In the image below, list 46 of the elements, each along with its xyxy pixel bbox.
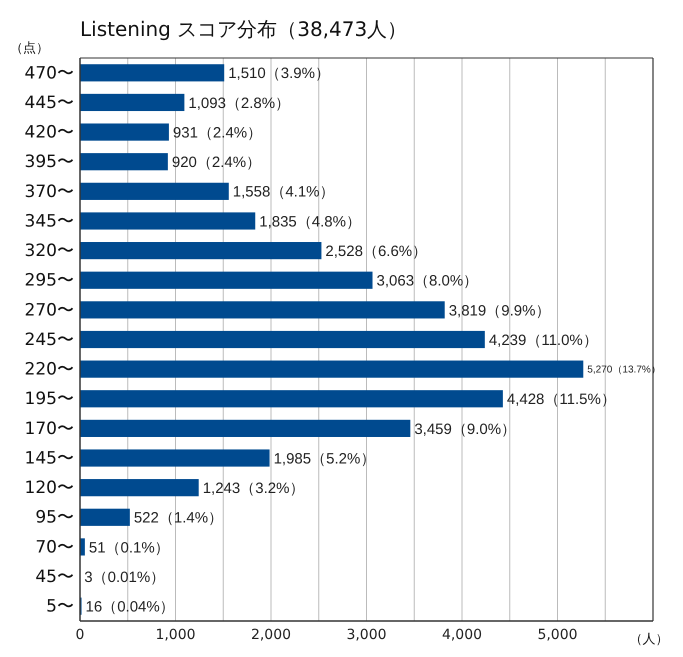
y-tick-label: 445〜 xyxy=(24,92,74,113)
data-label: 522（1.4%） xyxy=(134,510,224,527)
x-tick-label: 3,000 xyxy=(346,626,387,643)
y-tick-label: 145〜 xyxy=(24,448,74,468)
data-label: 2,528（6.6%） xyxy=(325,243,428,260)
y-tick-label: 45〜 xyxy=(35,566,74,587)
data-label: 1,985（5.2%） xyxy=(274,450,376,468)
y-tick-label: 120〜 xyxy=(24,478,74,498)
data-label: 1,093（2.8%） xyxy=(188,94,290,112)
data-label: 1,558（4.1%） xyxy=(232,184,335,201)
y-tick-label: 170〜 xyxy=(24,418,74,439)
y-axis-title: （点） xyxy=(10,41,49,56)
data-label: 3,063（8.0%） xyxy=(376,272,478,290)
x-tick-label: 5,000 xyxy=(537,626,578,643)
y-tick-label: 395〜 xyxy=(24,152,74,172)
data-label: 931（2.4%） xyxy=(172,124,262,142)
x-axis-title: （人） xyxy=(630,632,668,647)
y-tick-label: 5〜 xyxy=(46,596,74,617)
x-tick-label: 4,000 xyxy=(442,626,482,643)
y-tick-label: 270〜 xyxy=(24,300,74,320)
y-tick-label: 470〜 xyxy=(24,63,74,84)
data-label: 16（0.04%） xyxy=(86,598,175,616)
y-tick-label: 195〜 xyxy=(24,389,74,410)
y-tick-label: 245〜 xyxy=(24,330,74,350)
y-tick-label: 95〜 xyxy=(35,508,74,528)
y-tick-label: 320〜 xyxy=(24,241,74,262)
data-label: 3,459（9.0%） xyxy=(414,420,516,438)
data-label: 4,428（11.5%） xyxy=(506,391,616,408)
y-tick-label: 220〜 xyxy=(24,360,74,380)
x-tick-label: 1,000 xyxy=(155,626,196,643)
data-label: 1,243（3.2%） xyxy=(202,480,304,498)
data-label: 1,835（4.8%） xyxy=(259,213,361,230)
x-tick-label: 2,000 xyxy=(250,626,292,643)
y-tick-label: 295〜 xyxy=(24,270,74,291)
data-label: 3,819（9.9%） xyxy=(448,302,550,320)
y-tick-label: 345〜 xyxy=(24,211,74,232)
y-tick-label: 370〜 xyxy=(24,182,74,202)
x-tick-label: 0 xyxy=(76,626,84,643)
y-tick-label: 70〜 xyxy=(35,537,74,558)
y-tick-label: 420〜 xyxy=(24,122,74,143)
chart-title: Listening スコア分布（38,473人） xyxy=(80,17,408,41)
data-label: 1,510（3.9%） xyxy=(228,65,330,82)
data-label: 4,239（11.0%） xyxy=(488,332,598,349)
data-label: 51（0.1%） xyxy=(88,539,170,556)
data-label: 920（2.4%） xyxy=(172,154,262,172)
data-label: 3（0.01%） xyxy=(84,568,166,586)
